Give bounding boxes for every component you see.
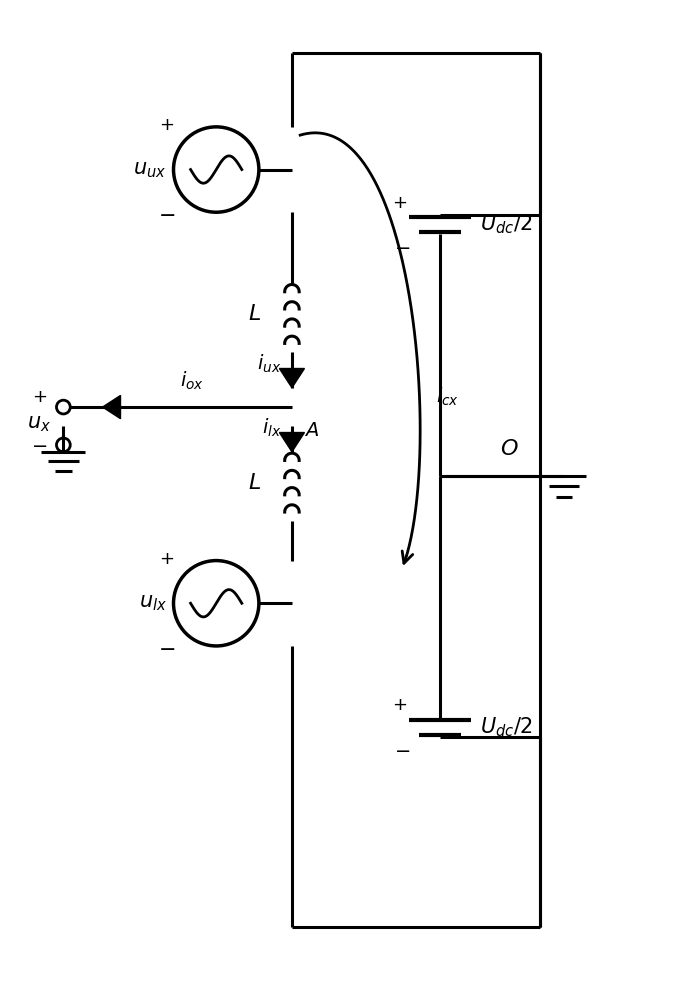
Text: +: +: [393, 696, 407, 714]
Text: $L$: $L$: [248, 304, 260, 324]
Text: $-$: $-$: [394, 740, 410, 759]
Polygon shape: [103, 395, 121, 419]
Text: $i_{cx}$: $i_{cx}$: [437, 386, 459, 408]
Text: $u_{ux}$: $u_{ux}$: [133, 160, 167, 180]
Text: $i_{ox}$: $i_{ox}$: [180, 370, 204, 392]
Text: +: +: [159, 116, 174, 134]
Text: $A$: $A$: [304, 421, 319, 440]
Polygon shape: [280, 433, 305, 452]
Polygon shape: [280, 369, 305, 388]
Text: $i_{ux}$: $i_{ux}$: [257, 353, 282, 375]
Text: $u_x$: $u_x$: [27, 414, 51, 434]
Text: $-$: $-$: [158, 204, 176, 224]
Text: $O$: $O$: [500, 439, 519, 459]
Text: $-$: $-$: [31, 435, 47, 454]
Text: +: +: [393, 194, 407, 212]
Text: +: +: [159, 550, 174, 568]
Text: $L$: $L$: [248, 473, 260, 493]
Text: $u_{lx}$: $u_{lx}$: [139, 593, 167, 613]
Text: $i_{lx}$: $i_{lx}$: [262, 417, 282, 439]
Text: $-$: $-$: [158, 638, 176, 658]
Text: $-$: $-$: [394, 237, 410, 256]
Text: $U_{dc}/2$: $U_{dc}/2$: [480, 213, 532, 236]
Text: +: +: [33, 388, 47, 406]
Text: $U_{dc}/2$: $U_{dc}/2$: [480, 715, 532, 739]
